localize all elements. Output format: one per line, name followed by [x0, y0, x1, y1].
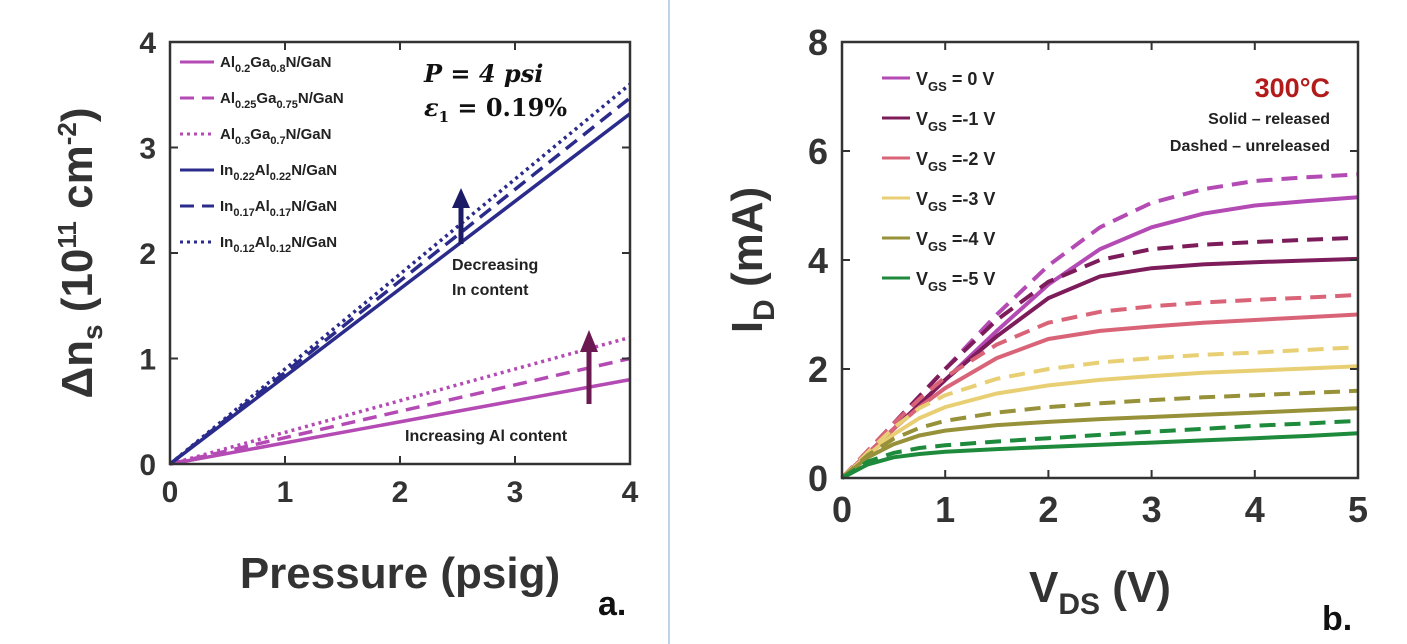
- y-tick-label: 0: [139, 449, 156, 482]
- legend-entry: VGS =-4 V: [916, 229, 995, 254]
- y-tick-label: 1: [139, 344, 156, 377]
- legend-entry: In0.12Al0.12N/GaN: [220, 234, 337, 255]
- legend-entry: VGS =-5 V: [916, 269, 995, 294]
- series-line: [169, 377, 631, 466]
- legend-entry: In0.17Al0.17N/GaN: [220, 198, 337, 219]
- series-line: [168, 96, 632, 466]
- panel-b-label: b.: [1322, 600, 1352, 638]
- series-line-dashed: [840, 345, 1359, 480]
- y-tick-label: 3: [139, 133, 156, 166]
- panel-a-x-axis-label: Pressure (psig): [240, 549, 560, 598]
- panel-divider: [668, 0, 670, 644]
- x-tick-label: 3: [507, 476, 524, 509]
- x-tick-label: 3: [1142, 489, 1162, 530]
- panel-a-label: a.: [598, 585, 626, 623]
- x-tick-label: 4: [1245, 489, 1265, 530]
- panel-a-y-axis-label: Δns (1011 cm-2): [52, 107, 108, 398]
- note-solid: Solid – released: [1208, 111, 1330, 128]
- x-tick-label: 2: [392, 476, 409, 509]
- panel-b-chart: 0 1 2 3 4 5 0 2 4 6 8 VGS = 0 V VGS =-1 V VGS =-2 V V…: [723, 22, 1368, 638]
- legend-entry: VGS = 0 V: [916, 69, 994, 94]
- series-line-dashed: [840, 418, 1359, 480]
- series-line-solid: [840, 312, 1359, 480]
- series-line: [168, 82, 632, 466]
- y-tick-label: 2: [139, 238, 156, 271]
- series-line-dashed: [840, 172, 1359, 480]
- annotation-increasing-al: Increasing Al content: [405, 428, 568, 445]
- legend-entry: In0.22Al0.22N/GaN: [220, 162, 337, 183]
- legend-entry: Al0.2Ga0.8N/GaN: [220, 54, 331, 75]
- arrow-increasing-al: [580, 330, 598, 404]
- y-tick-label: 4: [139, 27, 156, 60]
- annotation-decreasing: Decreasing: [452, 257, 538, 274]
- arrow-decreasing-in: [452, 188, 470, 244]
- legend-entry: Al0.3Ga0.7N/GaN: [220, 126, 331, 147]
- series-line-solid: [840, 364, 1359, 480]
- panel-a-chart: 0 1 2 3 4 0 1 2 3 4 Al0.2Ga0.8N/GaN Al0.25Ga0.75N/…: [52, 27, 639, 623]
- x-tick-label: 5: [1348, 489, 1368, 530]
- annotation-in-content: In content: [452, 282, 529, 299]
- x-tick-label: 0: [162, 476, 179, 509]
- y-tick-label: 8: [808, 22, 828, 63]
- y-tick-label: 2: [808, 349, 828, 390]
- y-tick-label: 4: [808, 240, 828, 281]
- series-line-solid: [840, 406, 1359, 480]
- legend-entry: VGS =-3 V: [916, 189, 995, 214]
- x-tick-label: 4: [622, 476, 639, 509]
- temperature-label: 300°C: [1255, 73, 1330, 103]
- x-tick-label: 1: [935, 489, 955, 530]
- panel-b-y-axis-label: ID (mA): [723, 187, 781, 333]
- legend-entry: Al0.25Ga0.75N/GaN: [220, 90, 344, 111]
- series-line-dashed: [840, 292, 1359, 480]
- x-tick-label: 2: [1038, 489, 1058, 530]
- x-tick-label: 1: [277, 476, 294, 509]
- series-line-dashed: [840, 388, 1359, 480]
- legend-entry: VGS =-2 V: [916, 149, 995, 174]
- note-dashed: Dashed – unreleased: [1170, 138, 1330, 155]
- x-tick-label: 0: [832, 489, 852, 530]
- annotation-strain: ε1 = 0.19%: [424, 93, 567, 126]
- annotation-pressure: P = 4 psi: [423, 59, 543, 88]
- y-tick-label: 0: [808, 458, 828, 499]
- series-line: [169, 356, 631, 466]
- y-tick-label: 6: [808, 131, 828, 172]
- series-line: [169, 335, 631, 466]
- legend-entry: VGS =-1 V: [916, 109, 995, 134]
- series-line: [168, 112, 632, 466]
- series-line-solid: [841, 431, 1359, 480]
- panel-b-x-axis-label: VDS (V): [1029, 563, 1171, 621]
